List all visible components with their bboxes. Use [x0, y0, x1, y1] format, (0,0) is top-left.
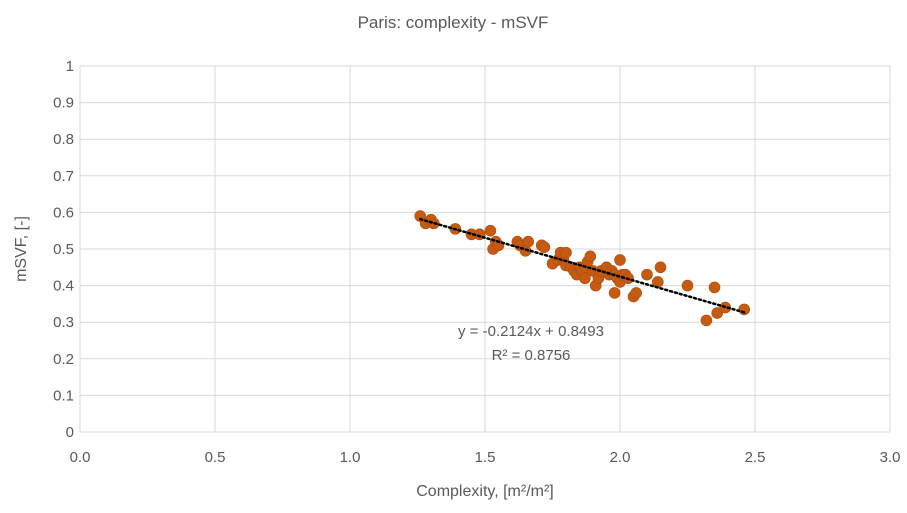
plot-area-border	[79, 65, 891, 433]
data-point	[708, 281, 721, 294]
y-tick-label: 0.1	[53, 387, 74, 404]
y-tick-label: 0.8	[53, 131, 74, 148]
data-point	[641, 268, 653, 281]
chart-title: Paris: complexity - mSVF	[358, 13, 549, 32]
y-tick-label: 0.6	[53, 204, 74, 221]
data-point	[522, 235, 535, 248]
y-tick-labels: 0 0.1 0.2 0.3 0.4 0.5 0.6 0.7 0.8 0.9 1	[53, 58, 74, 441]
x-tick-label: 0.0	[70, 449, 91, 466]
data-point	[700, 314, 713, 327]
y-tick-label: 0.3	[53, 314, 74, 331]
y-tick-label: 0.9	[53, 95, 74, 112]
data-point	[560, 246, 572, 259]
data-points	[414, 210, 751, 327]
data-point	[484, 224, 497, 237]
data-point	[681, 279, 694, 292]
x-tick-labels: 0.0 0.5 1.0 1.5 2.0 2.5 3.0	[70, 449, 901, 466]
data-point	[538, 241, 551, 253]
data-point	[608, 287, 621, 299]
gridlines	[79, 65, 891, 433]
trendline	[418, 217, 746, 314]
x-axis-title: Complexity, [m²/m²]	[416, 483, 553, 500]
data-point	[654, 261, 667, 274]
y-tick-label: 0.5	[53, 241, 74, 258]
x-tick-label: 2.0	[610, 449, 631, 466]
y-axis-title: mSVF, [-]	[13, 216, 30, 282]
x-tick-label: 2.5	[745, 449, 766, 466]
x-tick-label: 1.0	[340, 449, 361, 466]
x-tick-label: 1.5	[475, 449, 496, 466]
trendline-equation: y = -0.2124x + 0.8493	[458, 323, 604, 340]
y-tick-label: 0	[66, 424, 74, 441]
y-tick-label: 0.2	[53, 351, 74, 368]
data-point	[630, 287, 643, 299]
trendline-r-squared: R² = 0.8756	[492, 347, 571, 364]
y-tick-label: 0.7	[53, 168, 74, 185]
y-tick-label: 0.4	[53, 278, 74, 295]
data-point	[584, 250, 597, 263]
x-tick-label: 0.5	[205, 449, 226, 466]
data-point	[711, 307, 724, 319]
data-point	[579, 272, 591, 285]
y-tick-label: 1	[66, 58, 74, 75]
x-tick-label: 3.0	[880, 449, 901, 466]
data-point	[614, 254, 626, 266]
